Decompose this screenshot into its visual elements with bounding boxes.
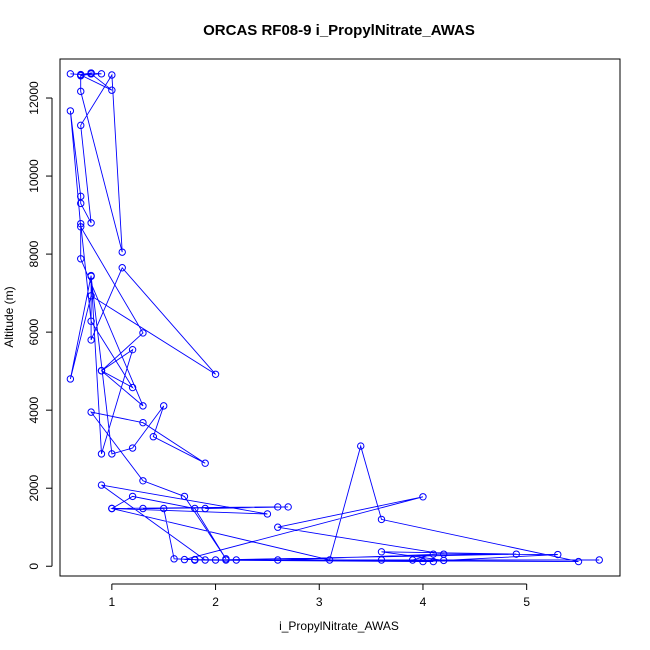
y-tick-label: 4000 xyxy=(27,396,41,423)
data-point xyxy=(149,433,158,441)
data-point xyxy=(139,418,147,427)
data-point xyxy=(77,87,85,96)
data-point xyxy=(128,383,137,392)
x-tick-label: 5 xyxy=(523,595,530,609)
data-point xyxy=(180,492,189,501)
data-point xyxy=(97,481,106,489)
x-tick-label: 2 xyxy=(212,595,219,609)
data-point xyxy=(377,515,386,524)
series-points xyxy=(66,69,603,566)
data-point xyxy=(574,557,583,566)
data-point xyxy=(139,329,147,337)
data-point xyxy=(118,264,126,272)
data-point xyxy=(108,71,116,79)
data-point xyxy=(377,548,386,556)
data-point xyxy=(66,70,75,78)
y-tick-label: 0 xyxy=(27,563,41,570)
data-point xyxy=(274,503,282,511)
y-tick-label: 8000 xyxy=(27,240,41,267)
data-point xyxy=(191,555,199,564)
data-point xyxy=(554,550,562,559)
data-point xyxy=(201,504,209,513)
data-point xyxy=(377,556,386,564)
data-point xyxy=(263,510,272,518)
data-point xyxy=(419,557,427,566)
data-point xyxy=(108,450,116,458)
y-axis: 0 2000 4000 6000 8000 10000 12000 xyxy=(27,81,53,570)
series-lines xyxy=(69,72,600,563)
plot-area xyxy=(59,58,621,577)
data-point xyxy=(274,523,282,531)
data-point xyxy=(87,317,95,325)
data-point xyxy=(77,121,85,130)
data-point xyxy=(595,556,603,564)
plot-frame xyxy=(59,58,621,577)
data-point xyxy=(66,107,75,115)
data-point xyxy=(440,556,448,565)
data-point xyxy=(408,556,417,564)
y-axis-label: Altitude (m) xyxy=(2,286,16,347)
data-point xyxy=(77,219,85,228)
data-point xyxy=(87,219,95,227)
data-point xyxy=(77,72,85,80)
data-point xyxy=(139,402,147,410)
x-tick-label: 4 xyxy=(420,595,427,609)
data-point xyxy=(284,503,292,511)
data-point xyxy=(232,556,240,564)
data-point xyxy=(77,223,85,231)
data-point xyxy=(97,450,106,458)
data-point xyxy=(87,336,95,344)
data-point xyxy=(222,556,230,564)
data-point xyxy=(357,442,365,450)
y-tick-label: 10000 xyxy=(27,159,41,193)
series-line xyxy=(69,72,600,563)
data-point xyxy=(429,557,438,566)
data-point xyxy=(77,199,85,208)
data-point xyxy=(191,504,199,513)
data-point xyxy=(325,556,334,564)
data-point xyxy=(274,556,282,564)
data-point xyxy=(108,504,116,513)
data-point xyxy=(66,375,75,383)
y-tick-label: 2000 xyxy=(27,475,41,502)
y-tick-label: 12000 xyxy=(27,81,41,115)
data-point xyxy=(87,272,95,281)
y-tick-label: 6000 xyxy=(27,318,41,345)
data-point xyxy=(201,556,209,564)
data-point xyxy=(128,444,137,452)
data-point xyxy=(211,370,220,378)
data-point xyxy=(139,504,147,513)
data-point xyxy=(118,248,126,256)
data-point xyxy=(108,86,116,94)
data-point xyxy=(170,555,178,563)
data-point xyxy=(160,402,168,410)
x-tick-label: 3 xyxy=(316,595,323,609)
data-point xyxy=(97,70,106,78)
data-point xyxy=(77,255,85,263)
data-point xyxy=(211,556,220,564)
data-point xyxy=(512,550,520,558)
data-point xyxy=(419,493,427,501)
data-point xyxy=(160,504,168,513)
data-point xyxy=(87,70,95,78)
x-axis-label: i_PropylNitrate_AWAS xyxy=(279,619,399,633)
data-point xyxy=(97,367,106,375)
data-point xyxy=(128,492,137,501)
data-point xyxy=(77,192,85,201)
data-point xyxy=(139,477,147,485)
chart-title: ORCAS RF08-9 i_PropylNitrate_AWAS xyxy=(203,22,475,39)
data-point xyxy=(180,555,189,564)
data-point xyxy=(87,292,95,300)
data-point xyxy=(201,459,209,467)
data-point xyxy=(128,345,137,354)
data-point xyxy=(429,550,438,558)
data-point xyxy=(87,408,95,416)
x-tick-label: 1 xyxy=(109,595,116,609)
x-axis: 1 2 3 4 5 xyxy=(109,583,530,609)
